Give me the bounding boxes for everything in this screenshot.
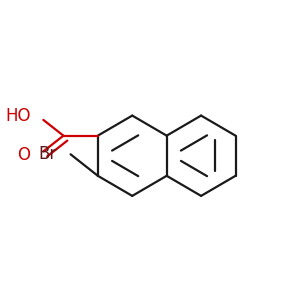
Text: Br: Br xyxy=(38,145,56,163)
Text: O: O xyxy=(17,146,30,164)
Text: HO: HO xyxy=(5,107,30,125)
